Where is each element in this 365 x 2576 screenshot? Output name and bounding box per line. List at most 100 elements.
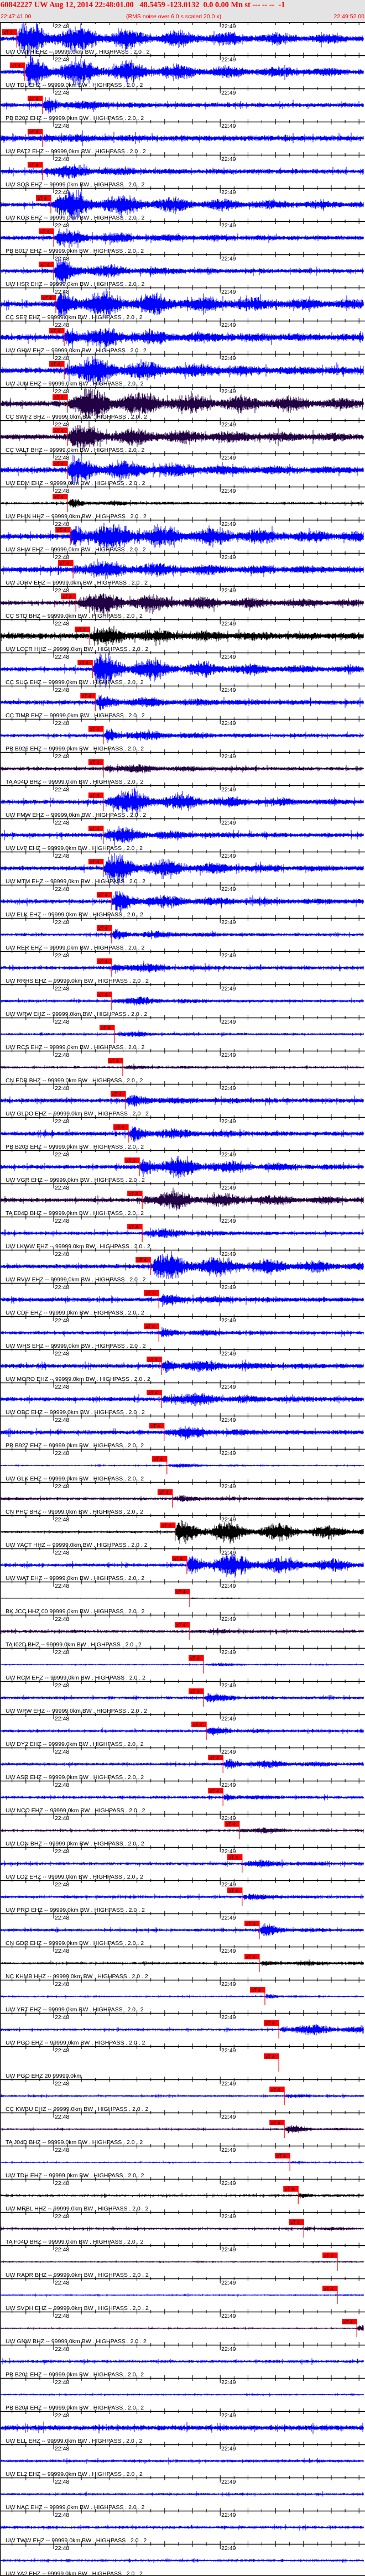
pick-box: [174, 1589, 190, 1594]
record-section: 22:48 22:49 xT 4 UW UWFH EHZ -- 99999.0km B…: [0, 22, 365, 2576]
time-tick-label: 22:48: [55, 1782, 69, 1788]
pick-box: [208, 1755, 223, 1760]
time-tick-label: 22:49: [221, 2479, 236, 2485]
time-tick-label: 22:48: [55, 2147, 69, 2153]
time-tick-label: 22:48: [55, 2545, 69, 2552]
time-tick-label: 22:48: [55, 654, 69, 660]
time-tick-label: 22:48: [55, 1649, 69, 1656]
pick-label: xT 4: [126, 1158, 135, 1164]
time-tick-label: 22:49: [221, 985, 236, 992]
pick-box: [99, 1025, 114, 1030]
pick-label: xT 4: [90, 826, 100, 832]
station-label: UW SHW EHZ -- 99999.0km BW . HIGHPASS . …: [6, 546, 146, 553]
time-tick-label: 22:49: [221, 2180, 236, 2187]
trace: 22:48 22:49 xT 4 UW WRW EHZ -- 99999.0km BW…: [0, 982, 365, 1018]
axis-ticks: [12, 2375, 359, 2381]
time-tick-label: 22:48: [55, 753, 69, 760]
pick-box: [80, 693, 96, 698]
trace: 22:48 22:49 xT 4 UW KOS EHZ -- 99999.0km BW…: [0, 185, 365, 221]
axis-ticks: [12, 2408, 359, 2414]
trace: 22:48 22:49 xT 4 CC KWBU EHZ -- 99999.0km B…: [0, 2077, 365, 2113]
pick-box: [49, 361, 65, 367]
trace: 22:48 22:49 xT 4 UW PGO EHZ 20 99999.0km: [0, 2043, 365, 2079]
station-label: UW EDM EHZ -- 99999.0km BW . HIGHPASS . …: [6, 480, 145, 487]
pick-box: [227, 1887, 242, 1893]
time-tick-label: 22:49: [221, 1350, 236, 1357]
time-tick-label: 22:49: [221, 255, 236, 262]
station-label: UW NCO EHZ -- 99999.0km BW . HIGHPASS . …: [6, 1807, 145, 1814]
time-tick-label: 22:49: [221, 2545, 236, 2552]
time-tick-label: 22:49: [221, 322, 236, 328]
station-label: UW JORV EHZ -- 99999.0km BW . HIGHPASS .…: [6, 580, 148, 586]
pick-box: [269, 2087, 285, 2092]
axis-ticks: [12, 152, 359, 158]
pick-label: xT 4: [226, 1822, 236, 1827]
axis-ticks: [12, 418, 359, 423]
pick-box: [96, 992, 112, 997]
axis-ticks: [12, 550, 359, 556]
pick-box: [342, 2319, 357, 2324]
waveform: [1, 1095, 364, 1107]
pick-label: xT 4: [82, 693, 91, 699]
pick-label: xT 4: [29, 129, 39, 135]
time-tick-label: 22:49: [221, 1749, 236, 1755]
time-tick-label: 22:49: [221, 2379, 236, 2386]
pick-label: xT 4: [98, 992, 108, 998]
event-title: 60842227 UW Aug 12, 2014 22:48:01.00 48.…: [1, 1, 285, 9]
time-tick-label: 22:49: [221, 1085, 236, 1092]
pick-box: [96, 892, 112, 898]
axis-ticks: [12, 1479, 359, 1485]
axis-ticks: [12, 1015, 359, 1020]
time-tick-label: 22:48: [55, 2379, 69, 2386]
pick-box: [322, 2286, 338, 2291]
station-label: UW UWFH EHZ -- 99999.0km BW . HIGHPASS .…: [6, 49, 150, 55]
time-tick-label: 22:48: [55, 1284, 69, 1291]
pick-label: xT 4: [271, 2120, 280, 2126]
time-tick-label: 22:48: [55, 1317, 69, 1324]
waveform: [1, 1393, 364, 1407]
axis-ticks: [12, 1181, 359, 1186]
pick-label: xT 4: [54, 461, 64, 467]
pick-label: xT 4: [101, 1025, 111, 1031]
time-tick-label: 22:48: [55, 1848, 69, 1855]
time-tick-label: 22:49: [221, 2080, 236, 2087]
time-tick-label: 22:49: [221, 853, 236, 859]
time-tick-label: 22:49: [221, 2512, 236, 2518]
trace: 22:48 22:49 xT 4 UW MORO EHZ -- 99999.0km B…: [0, 1347, 365, 1383]
time-tick-label: 22:48: [55, 720, 69, 727]
time-tick-label: 22:49: [221, 455, 236, 461]
axis-ticks: [12, 1678, 359, 1684]
time-tick-label: 22:48: [55, 1616, 69, 1623]
pick-box: [53, 494, 68, 499]
pick-box: [127, 1191, 143, 1196]
pick-label: xT 4: [40, 262, 50, 268]
pick-label: xT 4: [271, 2087, 280, 2093]
pick-box: [264, 2053, 279, 2059]
time-tick-label: 22:48: [55, 1715, 69, 1722]
pick-label: xT 4: [265, 2021, 275, 2026]
pick-box: [135, 1257, 151, 1263]
time-tick-label: 22:48: [55, 985, 69, 992]
axis-ticks: [12, 1645, 359, 1651]
time-tick-label: 22:49: [221, 1251, 236, 1258]
time-tick-label: 22:48: [55, 687, 69, 693]
time-tick-label: 22:49: [221, 156, 236, 163]
pick-label: xT 4: [145, 1291, 155, 1296]
event-header: 60842227 UW Aug 12, 2014 22:48:01.00 48.…: [0, 0, 365, 22]
time-tick-label: 22:48: [55, 1682, 69, 1689]
waveform: [1, 1030, 364, 1037]
waveform: [1, 228, 364, 248]
time-tick-label: 22:49: [221, 1948, 236, 1954]
axis-ticks: [12, 683, 359, 689]
station-label: CC TIMB EHZ -- 99999.0km BW . HIGHPASS .…: [6, 712, 145, 719]
time-tick-label: 22:48: [55, 1251, 69, 1258]
axis-ticks: [12, 816, 359, 821]
station-label: UW FMW EHZ -- 99999.0km BW . HIGHPASS . …: [6, 812, 146, 818]
